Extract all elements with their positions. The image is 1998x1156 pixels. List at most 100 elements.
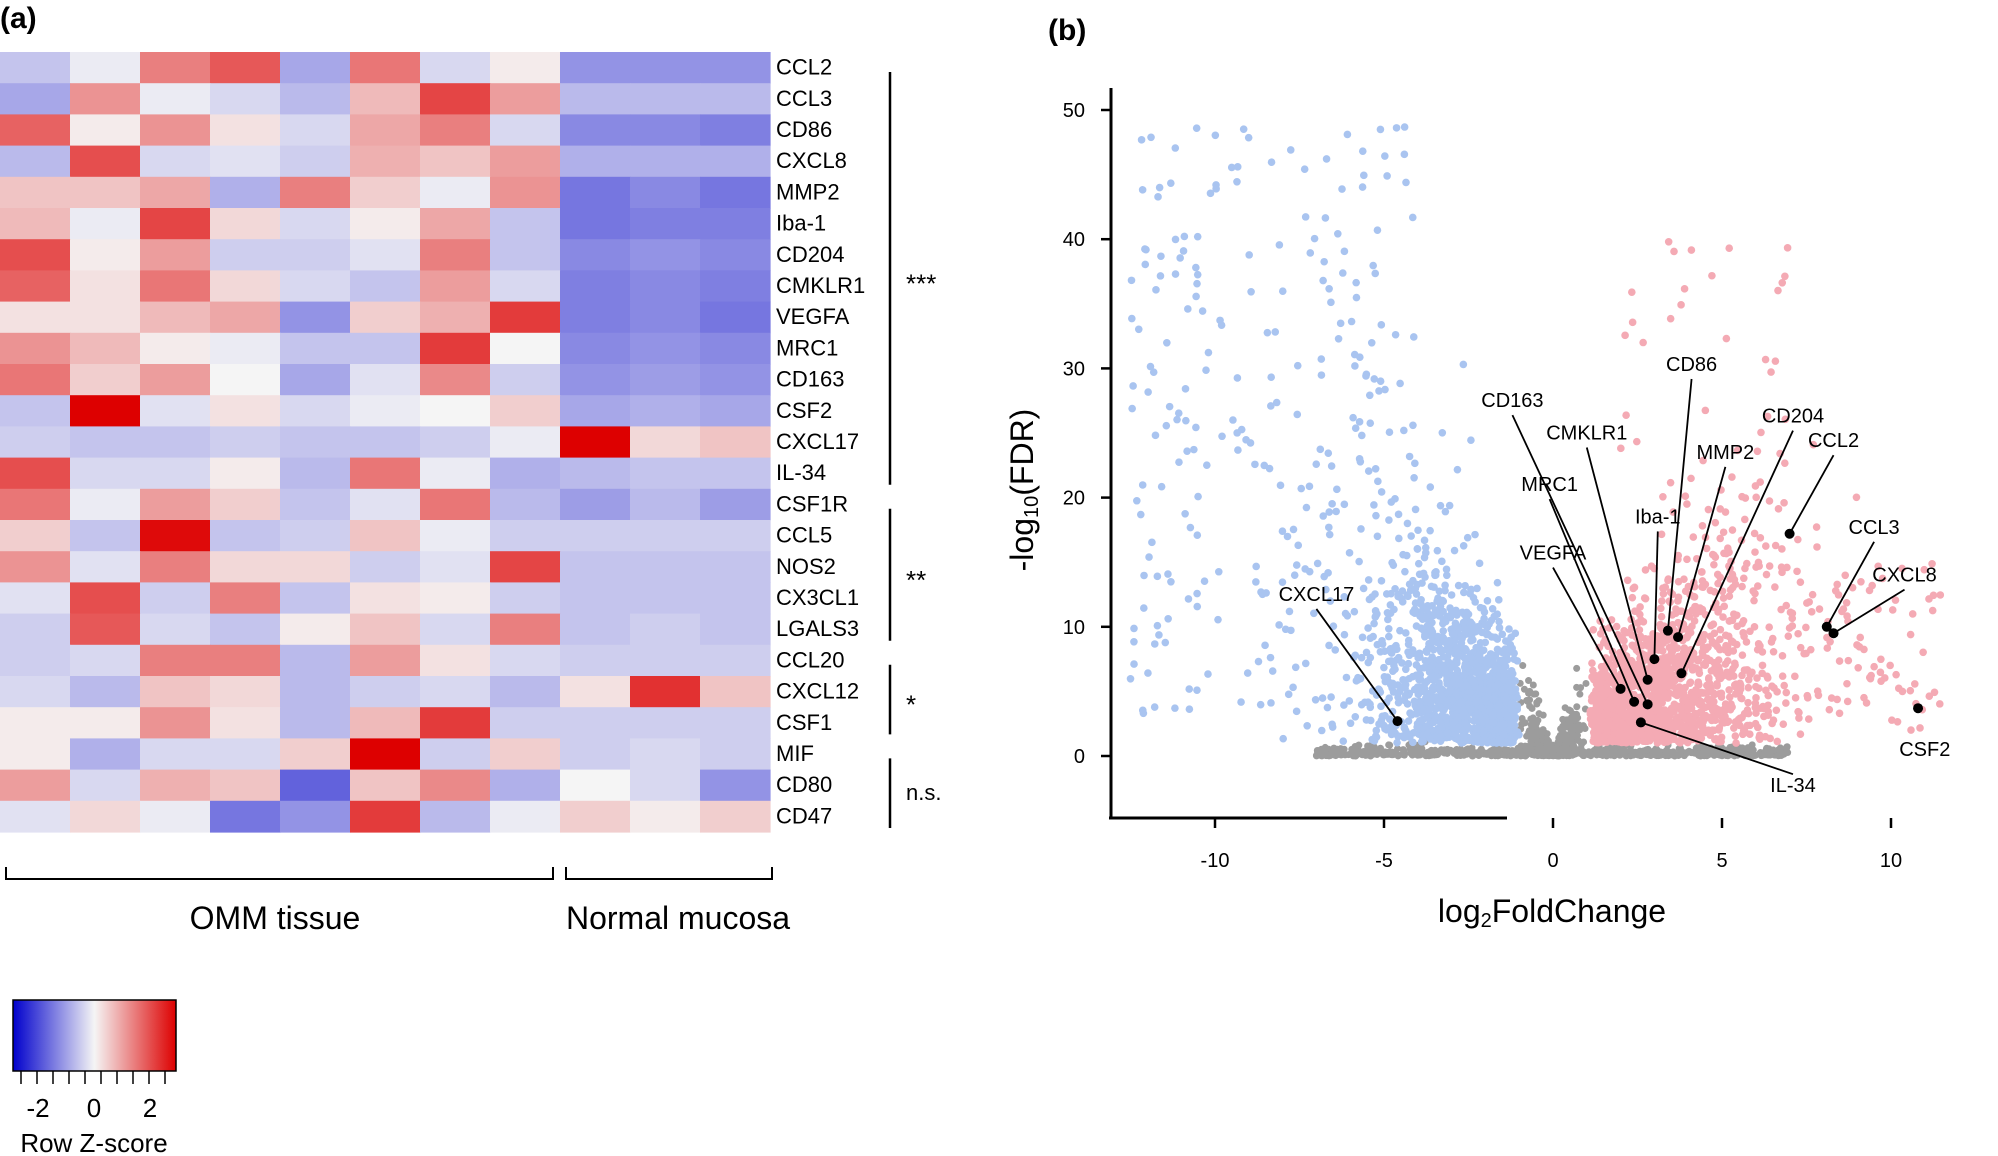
volcano-point — [1413, 545, 1422, 553]
volcano-point — [1768, 634, 1777, 643]
volcano-point — [1563, 739, 1571, 747]
volcano-point — [1126, 674, 1135, 683]
volcano-point — [1743, 721, 1752, 730]
volcano-point — [1328, 500, 1336, 508]
volcano-point — [1408, 213, 1417, 222]
heatmap-cell — [140, 769, 211, 802]
heatmap-cell — [0, 114, 71, 147]
volcano-point — [1663, 746, 1671, 754]
volcano-point — [1367, 747, 1375, 755]
volcano-point — [1728, 583, 1737, 592]
volcano-point — [1843, 679, 1851, 688]
volcano-point — [1167, 179, 1175, 187]
volcano-point — [1521, 719, 1529, 727]
heatmap-cell — [700, 457, 771, 490]
volcano-point — [1420, 553, 1429, 562]
gene-annotation-label: CXCL8 — [1872, 565, 1936, 587]
heatmap-cell — [560, 613, 631, 646]
volcano-point — [1323, 751, 1331, 759]
volcano-point — [1427, 625, 1435, 634]
volcano-point — [1157, 482, 1166, 491]
volcano-point — [1791, 694, 1800, 702]
heatmap-cell — [700, 769, 771, 802]
volcano-point — [1184, 595, 1193, 603]
volcano-point — [1771, 541, 1780, 550]
volcano-point — [1745, 750, 1753, 758]
volcano-point — [1318, 694, 1327, 702]
volcano-point — [1385, 632, 1393, 641]
volcano-point — [1450, 748, 1458, 756]
heatmap-cell — [210, 676, 281, 708]
volcano-point — [1186, 523, 1195, 532]
volcano-point — [1316, 445, 1325, 454]
volcano-point — [1327, 462, 1336, 470]
heatmap-cell — [210, 301, 281, 334]
heatmap-cell — [70, 800, 141, 833]
volcano-point — [1623, 576, 1632, 585]
volcano-point — [1813, 543, 1821, 551]
volcano-point — [1384, 624, 1393, 633]
volcano-point — [1780, 681, 1789, 690]
volcano-point — [1756, 735, 1764, 743]
heatmap-cell — [0, 800, 71, 833]
gene-annotation-label: IL-34 — [1770, 775, 1816, 797]
volcano-point — [1543, 730, 1551, 738]
volcano-point — [1721, 508, 1730, 516]
volcano-point — [1622, 628, 1631, 637]
volcano-point — [1722, 334, 1731, 343]
heatmap-cell — [420, 644, 491, 677]
volcano-point — [1529, 681, 1537, 689]
volcano-point — [1502, 746, 1510, 754]
volcano-point — [1703, 749, 1711, 757]
panel-a-label: (a) — [0, 2, 37, 35]
volcano-point — [1442, 565, 1451, 574]
volcano-point — [1374, 749, 1382, 757]
volcano-point — [1171, 270, 1180, 278]
volcano-point — [1906, 686, 1915, 695]
gene-annotation-label: MMP2 — [1696, 442, 1754, 464]
volcano-point — [1802, 623, 1810, 632]
volcano-point — [1233, 177, 1241, 186]
heatmap-cell — [420, 676, 491, 708]
volcano-point — [1371, 269, 1380, 278]
volcano-point — [1421, 630, 1429, 639]
volcano-point — [1431, 705, 1440, 713]
volcano-point — [1574, 737, 1582, 745]
volcano-point — [1674, 593, 1683, 602]
gene-annotation-label: CCL2 — [1808, 430, 1859, 452]
colorscale-tick-marks — [20, 1071, 166, 1084]
volcano-point — [1130, 660, 1138, 668]
volcano-point — [1628, 318, 1637, 327]
volcano-point — [1862, 699, 1871, 707]
heatmap-cell — [0, 145, 71, 178]
volcano-point — [1139, 709, 1148, 718]
y-tick-label: 20 — [1063, 488, 1085, 510]
heatmap-cell — [140, 364, 211, 396]
volcano-point — [1386, 748, 1394, 756]
heatmap-cell — [700, 145, 771, 178]
volcano-point — [1753, 674, 1761, 682]
volcano-point — [1447, 591, 1456, 599]
volcano-point — [1630, 583, 1639, 592]
volcano-point — [1420, 536, 1429, 545]
heatmap-cell — [350, 676, 421, 708]
heatmap-cell — [490, 520, 561, 552]
volcano-point — [1155, 631, 1163, 639]
volcano-point — [1632, 437, 1641, 446]
volcano-point — [1438, 692, 1446, 701]
volcano-point — [1443, 729, 1452, 737]
volcano-point — [1460, 588, 1468, 597]
heatmap-cell — [280, 301, 351, 334]
volcano-point — [1192, 423, 1200, 432]
volcano-point — [1715, 689, 1724, 698]
volcano-point — [1460, 624, 1469, 633]
heatmap-cell — [70, 270, 141, 303]
volcano-point — [1935, 700, 1944, 708]
heatmap-cell — [210, 145, 281, 178]
volcano-point — [1755, 562, 1763, 570]
volcano-point — [1185, 685, 1194, 693]
heatmap-cell — [560, 364, 631, 396]
heatmap-cell — [0, 520, 71, 552]
volcano-point — [1898, 687, 1907, 696]
volcano-point — [1174, 409, 1183, 417]
